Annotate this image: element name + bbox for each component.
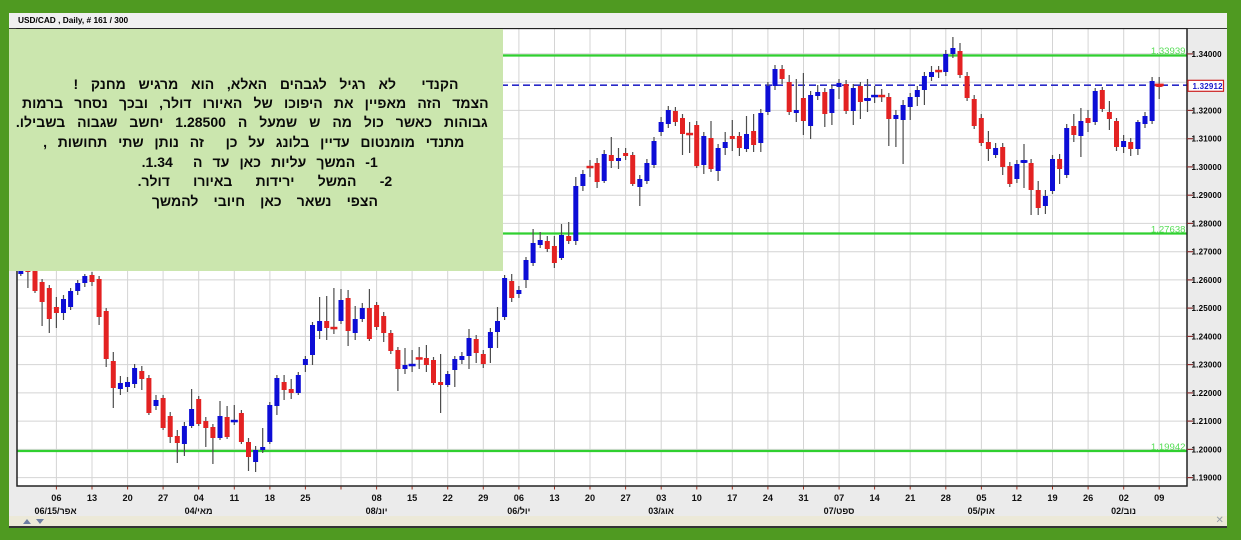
svg-text:19: 19: [1047, 493, 1057, 503]
svg-text:02: 02: [1119, 493, 1129, 503]
svg-text:29: 29: [478, 493, 488, 503]
svg-text:1.31000: 1.31000: [1192, 135, 1223, 144]
svg-text:06: 06: [514, 493, 524, 503]
svg-text:1.34000: 1.34000: [1192, 50, 1223, 59]
svg-text:31: 31: [798, 493, 808, 503]
svg-text:1.29000: 1.29000: [1192, 191, 1223, 200]
svg-text:22: 22: [443, 493, 453, 503]
svg-text:25: 25: [300, 493, 310, 503]
svg-text:08: 08: [371, 493, 381, 503]
svg-text:1.32912: 1.32912: [1193, 82, 1224, 91]
svg-text:13: 13: [87, 493, 97, 503]
svg-text:18: 18: [265, 493, 275, 503]
svg-text:06/15/אפר: 06/15/אפר: [34, 506, 76, 516]
svg-text:02/נוב: 02/נוב: [1111, 506, 1136, 516]
svg-text:04/מאי: 04/מאי: [185, 506, 213, 516]
svg-text:14: 14: [869, 493, 880, 503]
svg-text:27: 27: [620, 493, 630, 503]
svg-text:1.28000: 1.28000: [1192, 219, 1223, 228]
svg-text:08/יונ: 08/יונ: [366, 506, 388, 516]
svg-text:28: 28: [941, 493, 951, 503]
svg-text:05/אוק: 05/אוק: [968, 506, 995, 516]
svg-text:1.27000: 1.27000: [1192, 248, 1223, 257]
svg-text:1.26000: 1.26000: [1192, 276, 1223, 285]
svg-text:1.32000: 1.32000: [1192, 106, 1223, 115]
svg-text:26: 26: [1083, 493, 1093, 503]
svg-text:03: 03: [656, 493, 666, 503]
svg-text:1.19942: 1.19942: [1151, 442, 1186, 453]
svg-text:15: 15: [407, 493, 417, 503]
svg-text:1.27638: 1.27638: [1151, 225, 1186, 236]
svg-text:11: 11: [229, 493, 239, 503]
svg-text:24: 24: [763, 493, 774, 503]
svg-text:06/יול: 06/יול: [507, 506, 530, 516]
svg-text:17: 17: [727, 493, 737, 503]
svg-text:07: 07: [834, 493, 844, 503]
svg-text:1.33939: 1.33939: [1151, 46, 1186, 57]
svg-text:1.22000: 1.22000: [1192, 389, 1223, 398]
svg-text:04: 04: [194, 493, 205, 503]
svg-text:13: 13: [549, 493, 559, 503]
svg-text:1.20000: 1.20000: [1192, 445, 1223, 454]
svg-text:1.25000: 1.25000: [1192, 304, 1223, 313]
svg-text:21: 21: [905, 493, 915, 503]
svg-text:1.24000: 1.24000: [1192, 332, 1223, 341]
svg-text:1.30000: 1.30000: [1192, 163, 1223, 172]
svg-text:20: 20: [122, 493, 132, 503]
svg-text:05: 05: [976, 493, 986, 503]
svg-text:27: 27: [158, 493, 168, 503]
svg-text:10: 10: [692, 493, 702, 503]
svg-text:09: 09: [1154, 493, 1164, 503]
svg-text:1.19000: 1.19000: [1192, 474, 1223, 483]
svg-text:1.23000: 1.23000: [1192, 361, 1223, 370]
svg-text:07/ספט: 07/ספט: [824, 506, 855, 516]
svg-text:06: 06: [51, 493, 61, 503]
svg-text:03/אוג: 03/אוג: [648, 506, 674, 516]
svg-text:20: 20: [585, 493, 595, 503]
svg-text:1.21000: 1.21000: [1192, 417, 1223, 426]
svg-text:12: 12: [1012, 493, 1022, 503]
